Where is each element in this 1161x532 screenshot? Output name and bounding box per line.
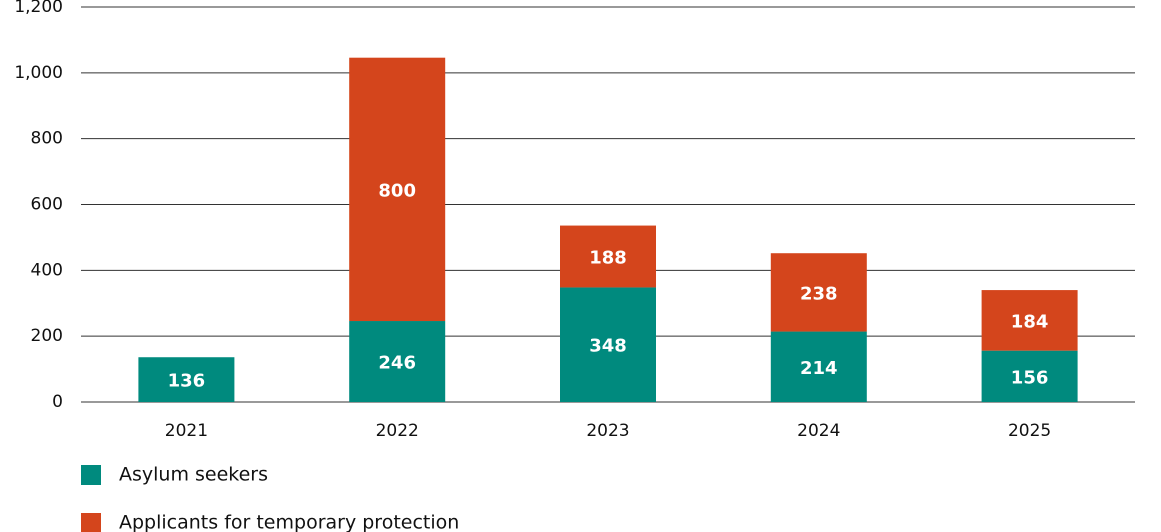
bar-segment [560, 287, 656, 402]
y-tick-label: 800 [31, 129, 63, 149]
bar-segment [349, 57, 446, 322]
data-label: 188 [589, 248, 627, 269]
legend-label: Asylum seekers [119, 464, 268, 486]
legend-swatch [81, 513, 101, 532]
bar-segment [138, 357, 235, 402]
data-label: 184 [1011, 311, 1049, 332]
x-tick-label: 2024 [797, 421, 840, 441]
legend-swatch [81, 465, 101, 485]
data-label: 238 [800, 283, 838, 304]
y-tick-label: 200 [31, 326, 63, 346]
data-label: 348 [589, 336, 627, 357]
bar-segment [770, 253, 867, 332]
data-label: 246 [378, 353, 416, 374]
y-tick-label: 1,000 [14, 63, 63, 83]
y-tick-label: 0 [52, 392, 63, 412]
data-label: 136 [168, 371, 206, 392]
bar-segment [349, 321, 446, 402]
bar-segment [770, 331, 867, 402]
y-tick-label: 400 [31, 260, 63, 280]
x-tick-label: 2021 [165, 421, 208, 441]
x-tick-label: 2023 [586, 421, 629, 441]
data-label: 214 [800, 358, 838, 379]
legend-label: Applicants for temporary protection [119, 512, 459, 532]
bar-segment [981, 290, 1078, 351]
y-tick-label: 600 [31, 195, 63, 215]
y-tick-label: 1,200 [14, 0, 63, 17]
bar-segment [560, 225, 656, 288]
x-tick-label: 2022 [376, 421, 419, 441]
data-label: 800 [378, 180, 416, 201]
bar-segment [981, 350, 1078, 402]
data-label: 156 [1011, 367, 1049, 388]
x-tick-label: 2025 [1008, 421, 1051, 441]
